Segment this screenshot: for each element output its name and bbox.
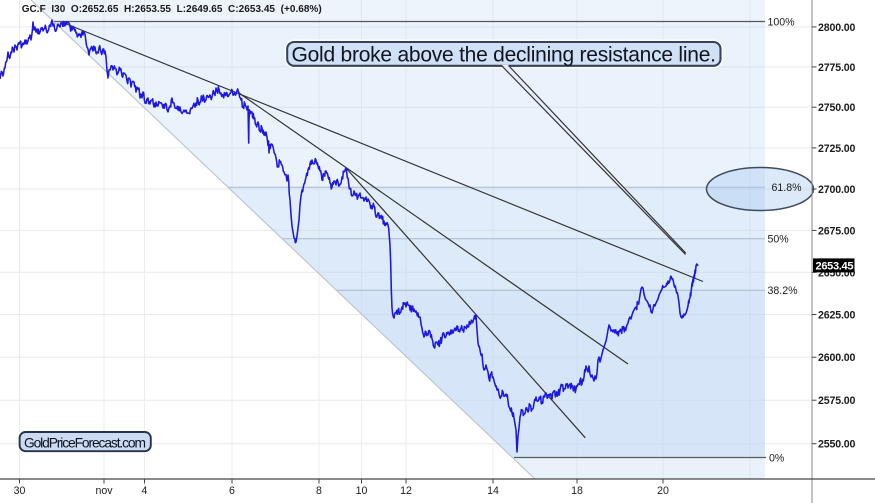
svg-text:4: 4: [142, 485, 148, 497]
svg-text:2550.00: 2550.00: [818, 439, 855, 451]
svg-text:nov: nov: [95, 485, 113, 497]
svg-text:38.2%: 38.2%: [768, 285, 799, 297]
svg-text:2653.45: 2653.45: [816, 261, 854, 273]
svg-text:12: 12: [400, 485, 412, 497]
svg-text:Gold broke above the declining: Gold broke above the declining resistanc…: [292, 43, 717, 66]
svg-text:10: 10: [356, 485, 368, 497]
svg-text:2600.00: 2600.00: [818, 352, 855, 364]
svg-text:6: 6: [229, 485, 235, 497]
svg-text:20: 20: [657, 485, 669, 497]
svg-text:0%: 0%: [769, 452, 785, 464]
svg-text:2575.00: 2575.00: [818, 395, 855, 407]
svg-text:14: 14: [487, 485, 499, 497]
svg-text:8: 8: [316, 485, 322, 497]
svg-text:61.8%: 61.8%: [772, 182, 803, 194]
svg-text:GoldPriceForecast.com: GoldPriceForecast.com: [24, 435, 146, 450]
svg-text:2700.00: 2700.00: [818, 184, 855, 196]
svg-text:2725.00: 2725.00: [818, 143, 855, 155]
svg-text:50%: 50%: [768, 234, 790, 246]
svg-text:2800.00: 2800.00: [818, 22, 855, 34]
svg-text:2775.00: 2775.00: [818, 62, 855, 74]
svg-text:2625.00: 2625.00: [818, 310, 855, 322]
svg-text:2750.00: 2750.00: [818, 102, 855, 114]
svg-text:18: 18: [571, 485, 583, 497]
svg-text:100%: 100%: [768, 16, 796, 28]
svg-text:2675.00: 2675.00: [818, 225, 855, 237]
svg-text:30: 30: [14, 485, 26, 497]
svg-text:GC.F I30 O:2652.65 H:2653.5: GC.F I30 O:2652.65 H:2653.55 L:2649.65 C…: [22, 4, 322, 15]
